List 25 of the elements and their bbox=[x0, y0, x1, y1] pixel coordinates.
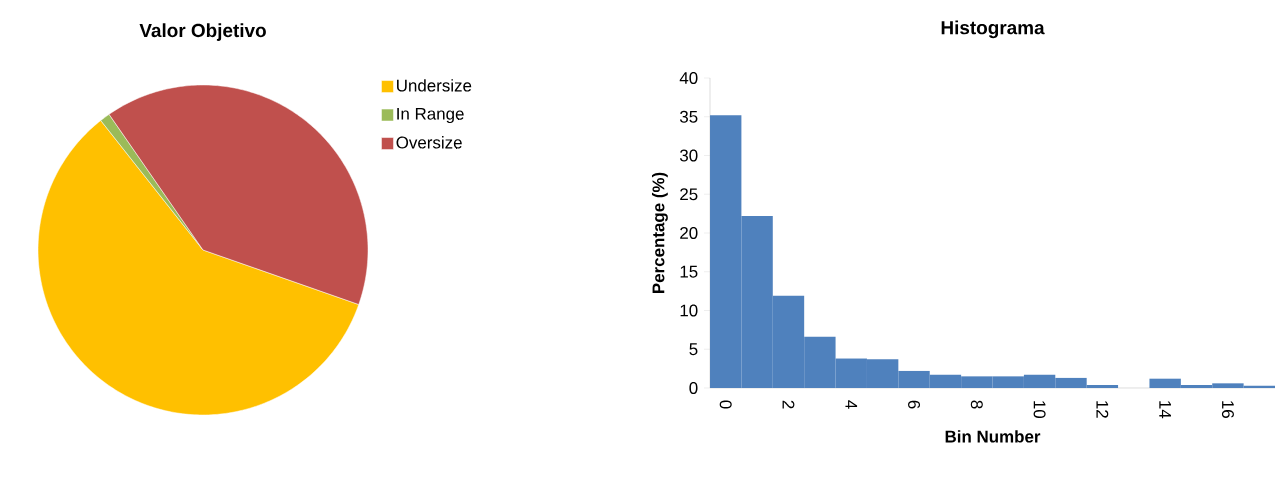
chart-title: Valor Objetivo bbox=[139, 23, 266, 41]
y-tick-label: 0 bbox=[689, 381, 698, 394]
x-tick-label: 10 bbox=[1033, 401, 1046, 419]
legend-label: Undersize bbox=[397, 79, 472, 92]
y-tick-label: 35 bbox=[679, 110, 698, 123]
x-tick-label: 2 bbox=[782, 400, 795, 409]
y-tick-label: 25 bbox=[680, 188, 698, 201]
x-axis-title: Bin Number bbox=[945, 430, 1041, 443]
y-tick-label: 40 bbox=[679, 71, 698, 84]
x-tick-label: 4 bbox=[845, 400, 858, 409]
x-tick-label: 0 bbox=[719, 400, 732, 409]
legend-label: In Range bbox=[397, 107, 464, 124]
y-tick-label: 10 bbox=[680, 304, 698, 317]
y-tick-label: 30 bbox=[679, 149, 698, 162]
x-tick-label: 6 bbox=[908, 400, 921, 409]
x-tick-label: 12 bbox=[1096, 401, 1109, 418]
y-tick-label: 20 bbox=[680, 226, 698, 239]
x-tick-label: 8 bbox=[970, 400, 983, 409]
y-tick-label: 15 bbox=[680, 265, 698, 278]
chart-title: Histograma bbox=[941, 20, 1045, 39]
x-tick-label: 16 bbox=[1221, 401, 1234, 418]
y-axis-title: Percentage (%) bbox=[651, 172, 668, 294]
x-tick-label: 14 bbox=[1159, 401, 1171, 419]
y-tick-label: 5 bbox=[689, 343, 698, 356]
legend-label: Oversize bbox=[396, 136, 462, 149]
